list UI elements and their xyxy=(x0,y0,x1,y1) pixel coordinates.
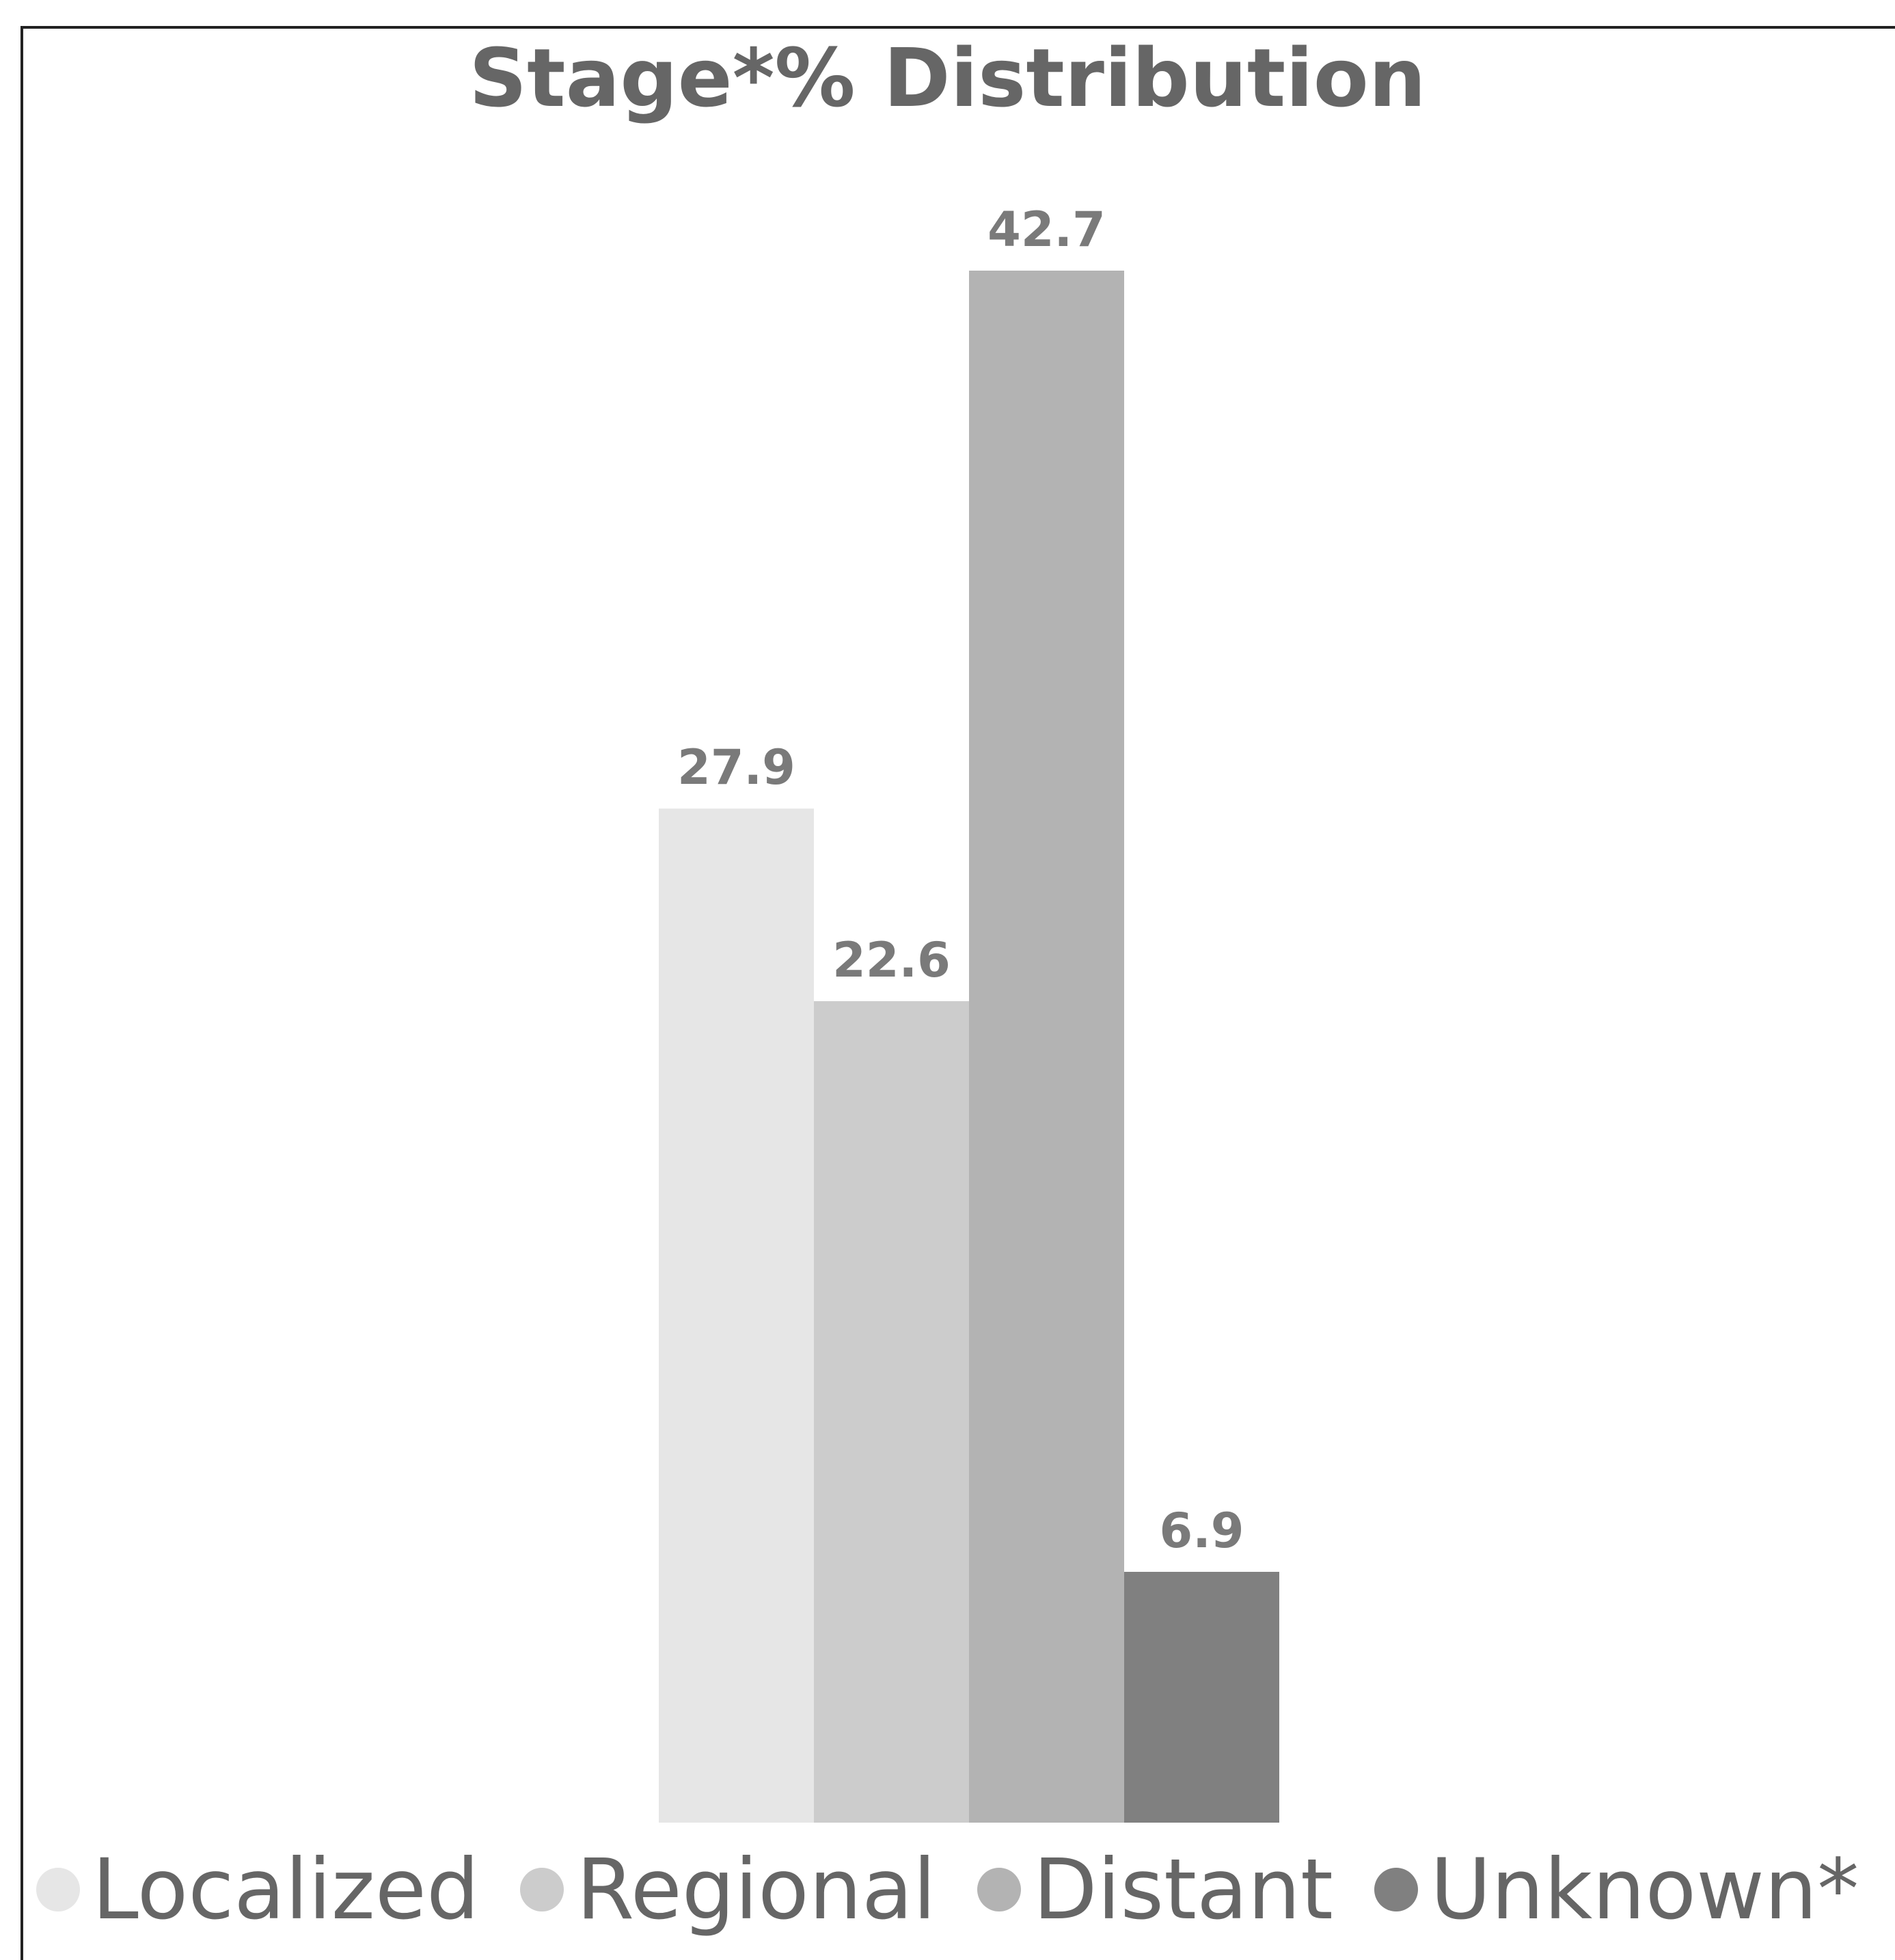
chart-title: Stage*% Distribution xyxy=(469,31,1426,125)
bar-label-distant: 42.7 xyxy=(987,202,1106,258)
legend-swatch-regional xyxy=(520,1868,564,1911)
bar-unknown xyxy=(1124,1572,1279,1823)
legend-label-unknown: Unknown* xyxy=(1430,1841,1859,1938)
legend-item-unknown: Unknown* xyxy=(1374,1841,1859,1938)
bar-label-localized: 27.9 xyxy=(677,739,795,795)
legend: Localized Regional Distant Unknown* xyxy=(0,1838,1895,1941)
legend-label-regional: Regional xyxy=(576,1841,936,1938)
legend-swatch-localized xyxy=(36,1868,80,1911)
bar-localized xyxy=(659,808,814,1823)
bar-regional xyxy=(814,1001,969,1823)
legend-item-localized: Localized xyxy=(36,1841,480,1938)
legend-swatch-distant xyxy=(977,1868,1021,1911)
legend-item-regional: Regional xyxy=(520,1841,936,1938)
legend-item-distant: Distant xyxy=(977,1841,1333,1938)
legend-swatch-unknown xyxy=(1374,1868,1418,1911)
bar-label-unknown: 6.9 xyxy=(1159,1503,1244,1559)
legend-label-distant: Distant xyxy=(1033,1841,1333,1938)
legend-label-localized: Localized xyxy=(92,1841,480,1938)
bar-distant xyxy=(969,271,1124,1823)
chart-frame xyxy=(21,26,1895,1960)
bar-plot: 27.9 22.6 42.7 6.9 xyxy=(659,202,1279,1823)
bar-label-regional: 22.6 xyxy=(832,932,951,988)
